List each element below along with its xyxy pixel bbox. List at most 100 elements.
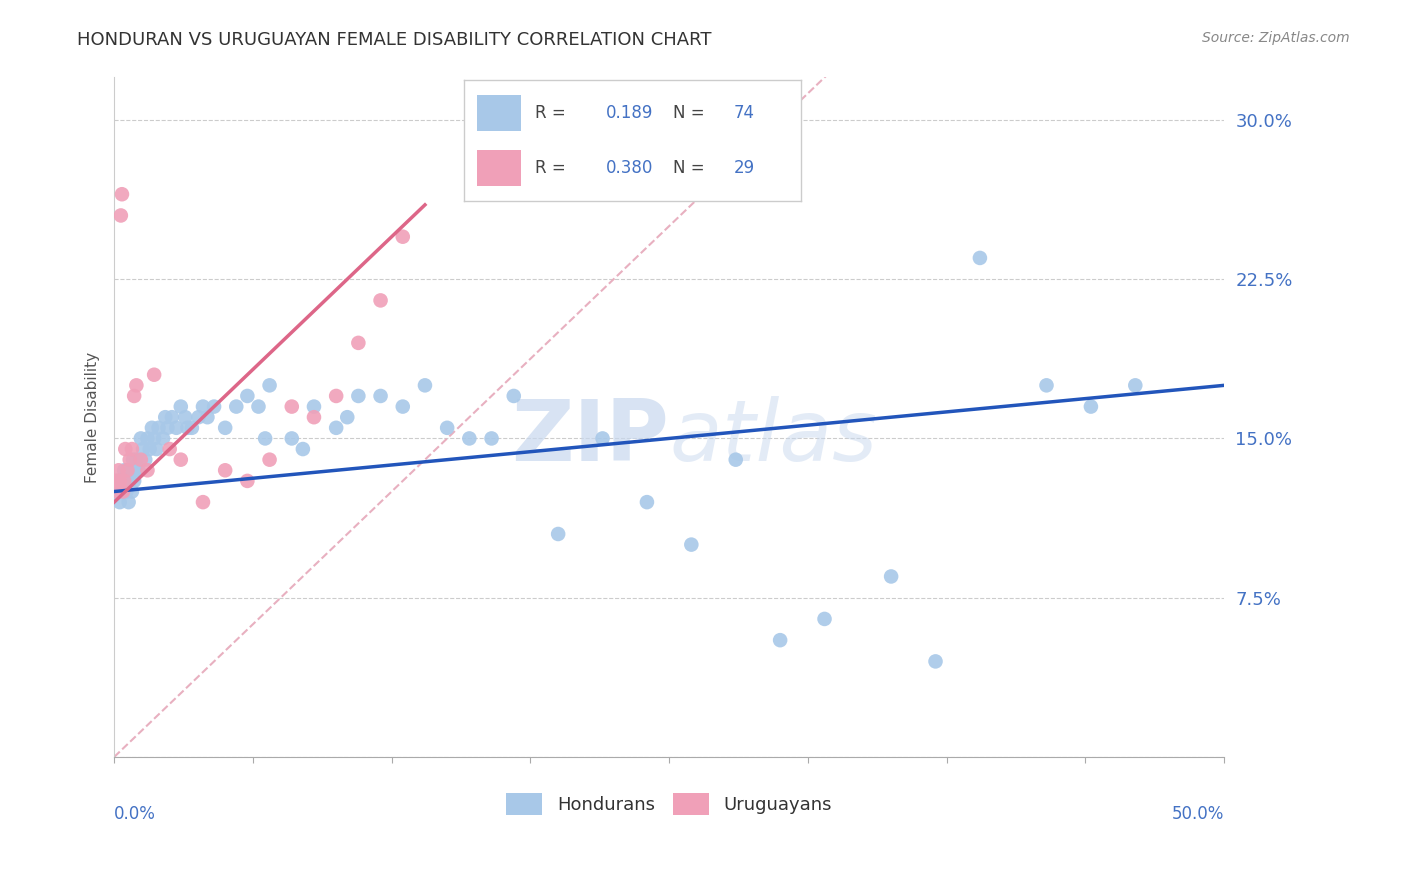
Point: [118, 474, 141, 488]
Text: 0.189: 0.189: [606, 103, 652, 122]
Point: [128, 463, 150, 477]
Text: N =: N =: [673, 159, 710, 178]
Point: [134, 452, 156, 467]
Point: [325, 421, 347, 435]
Point: [191, 495, 214, 509]
Point: [281, 432, 304, 446]
Point: [105, 474, 128, 488]
Point: [141, 421, 163, 435]
Point: [302, 410, 325, 425]
Point: [325, 389, 347, 403]
Point: [145, 442, 167, 456]
Point: [259, 378, 281, 392]
FancyBboxPatch shape: [478, 95, 522, 131]
Point: [170, 452, 193, 467]
Point: [111, 474, 134, 488]
Point: [214, 463, 236, 477]
Y-axis label: Female Disability: Female Disability: [86, 351, 100, 483]
Text: Source: ZipAtlas.com: Source: ZipAtlas.com: [1202, 31, 1350, 45]
Point: [547, 527, 569, 541]
Point: [681, 538, 703, 552]
Point: [281, 400, 304, 414]
Point: [125, 378, 148, 392]
Point: [413, 378, 436, 392]
Text: ZIP: ZIP: [512, 396, 669, 479]
Point: [115, 484, 138, 499]
Point: [143, 368, 166, 382]
Point: [391, 229, 413, 244]
Point: [813, 612, 835, 626]
Text: 74: 74: [734, 103, 755, 122]
Point: [120, 463, 142, 477]
Point: [174, 410, 197, 425]
Point: [458, 432, 481, 446]
Point: [370, 293, 392, 308]
Point: [110, 209, 132, 223]
Point: [159, 442, 181, 456]
Point: [924, 654, 946, 668]
Point: [191, 400, 214, 414]
Point: [969, 251, 991, 265]
Point: [247, 400, 270, 414]
Point: [125, 452, 148, 467]
Point: [391, 400, 413, 414]
Point: [724, 452, 747, 467]
Text: atlas: atlas: [669, 396, 877, 479]
Text: R =: R =: [534, 103, 571, 122]
Point: [880, 569, 903, 583]
Point: [112, 484, 135, 499]
Text: N =: N =: [673, 103, 710, 122]
Point: [202, 400, 225, 414]
Point: [592, 432, 614, 446]
Text: 0.0%: 0.0%: [114, 805, 156, 822]
Point: [180, 421, 202, 435]
Point: [122, 389, 145, 403]
Point: [136, 463, 159, 477]
Text: R =: R =: [534, 159, 571, 178]
Point: [636, 495, 658, 509]
Point: [124, 463, 146, 477]
Point: [108, 474, 131, 488]
Point: [156, 421, 179, 435]
Point: [129, 452, 152, 467]
Point: [160, 410, 183, 425]
Point: [236, 474, 259, 488]
Point: [259, 452, 281, 467]
Point: [769, 633, 792, 648]
Point: [143, 432, 166, 446]
Point: [114, 474, 136, 488]
Legend: Hondurans, Uruguayans: Hondurans, Uruguayans: [499, 786, 839, 822]
Point: [132, 442, 155, 456]
Point: [117, 463, 139, 477]
Point: [121, 442, 143, 456]
Point: [107, 484, 129, 499]
Point: [138, 442, 160, 456]
Point: [112, 484, 135, 499]
Text: 0.380: 0.380: [606, 159, 652, 178]
Point: [108, 495, 131, 509]
Point: [291, 442, 314, 456]
Point: [148, 421, 170, 435]
Point: [481, 432, 503, 446]
Point: [114, 442, 136, 456]
Text: 50.0%: 50.0%: [1171, 805, 1225, 822]
Point: [110, 484, 132, 499]
Point: [117, 495, 139, 509]
Point: [336, 410, 359, 425]
Point: [112, 474, 135, 488]
Point: [118, 452, 141, 467]
Point: [347, 335, 370, 350]
Point: [105, 474, 128, 488]
Point: [225, 400, 247, 414]
Point: [107, 463, 129, 477]
Point: [254, 432, 277, 446]
Point: [214, 421, 236, 435]
Point: [1123, 378, 1146, 392]
Point: [107, 484, 129, 499]
Point: [170, 400, 193, 414]
Point: [112, 463, 135, 477]
Point: [165, 421, 187, 435]
Point: [122, 452, 145, 467]
Text: 29: 29: [734, 159, 755, 178]
Point: [436, 421, 458, 435]
